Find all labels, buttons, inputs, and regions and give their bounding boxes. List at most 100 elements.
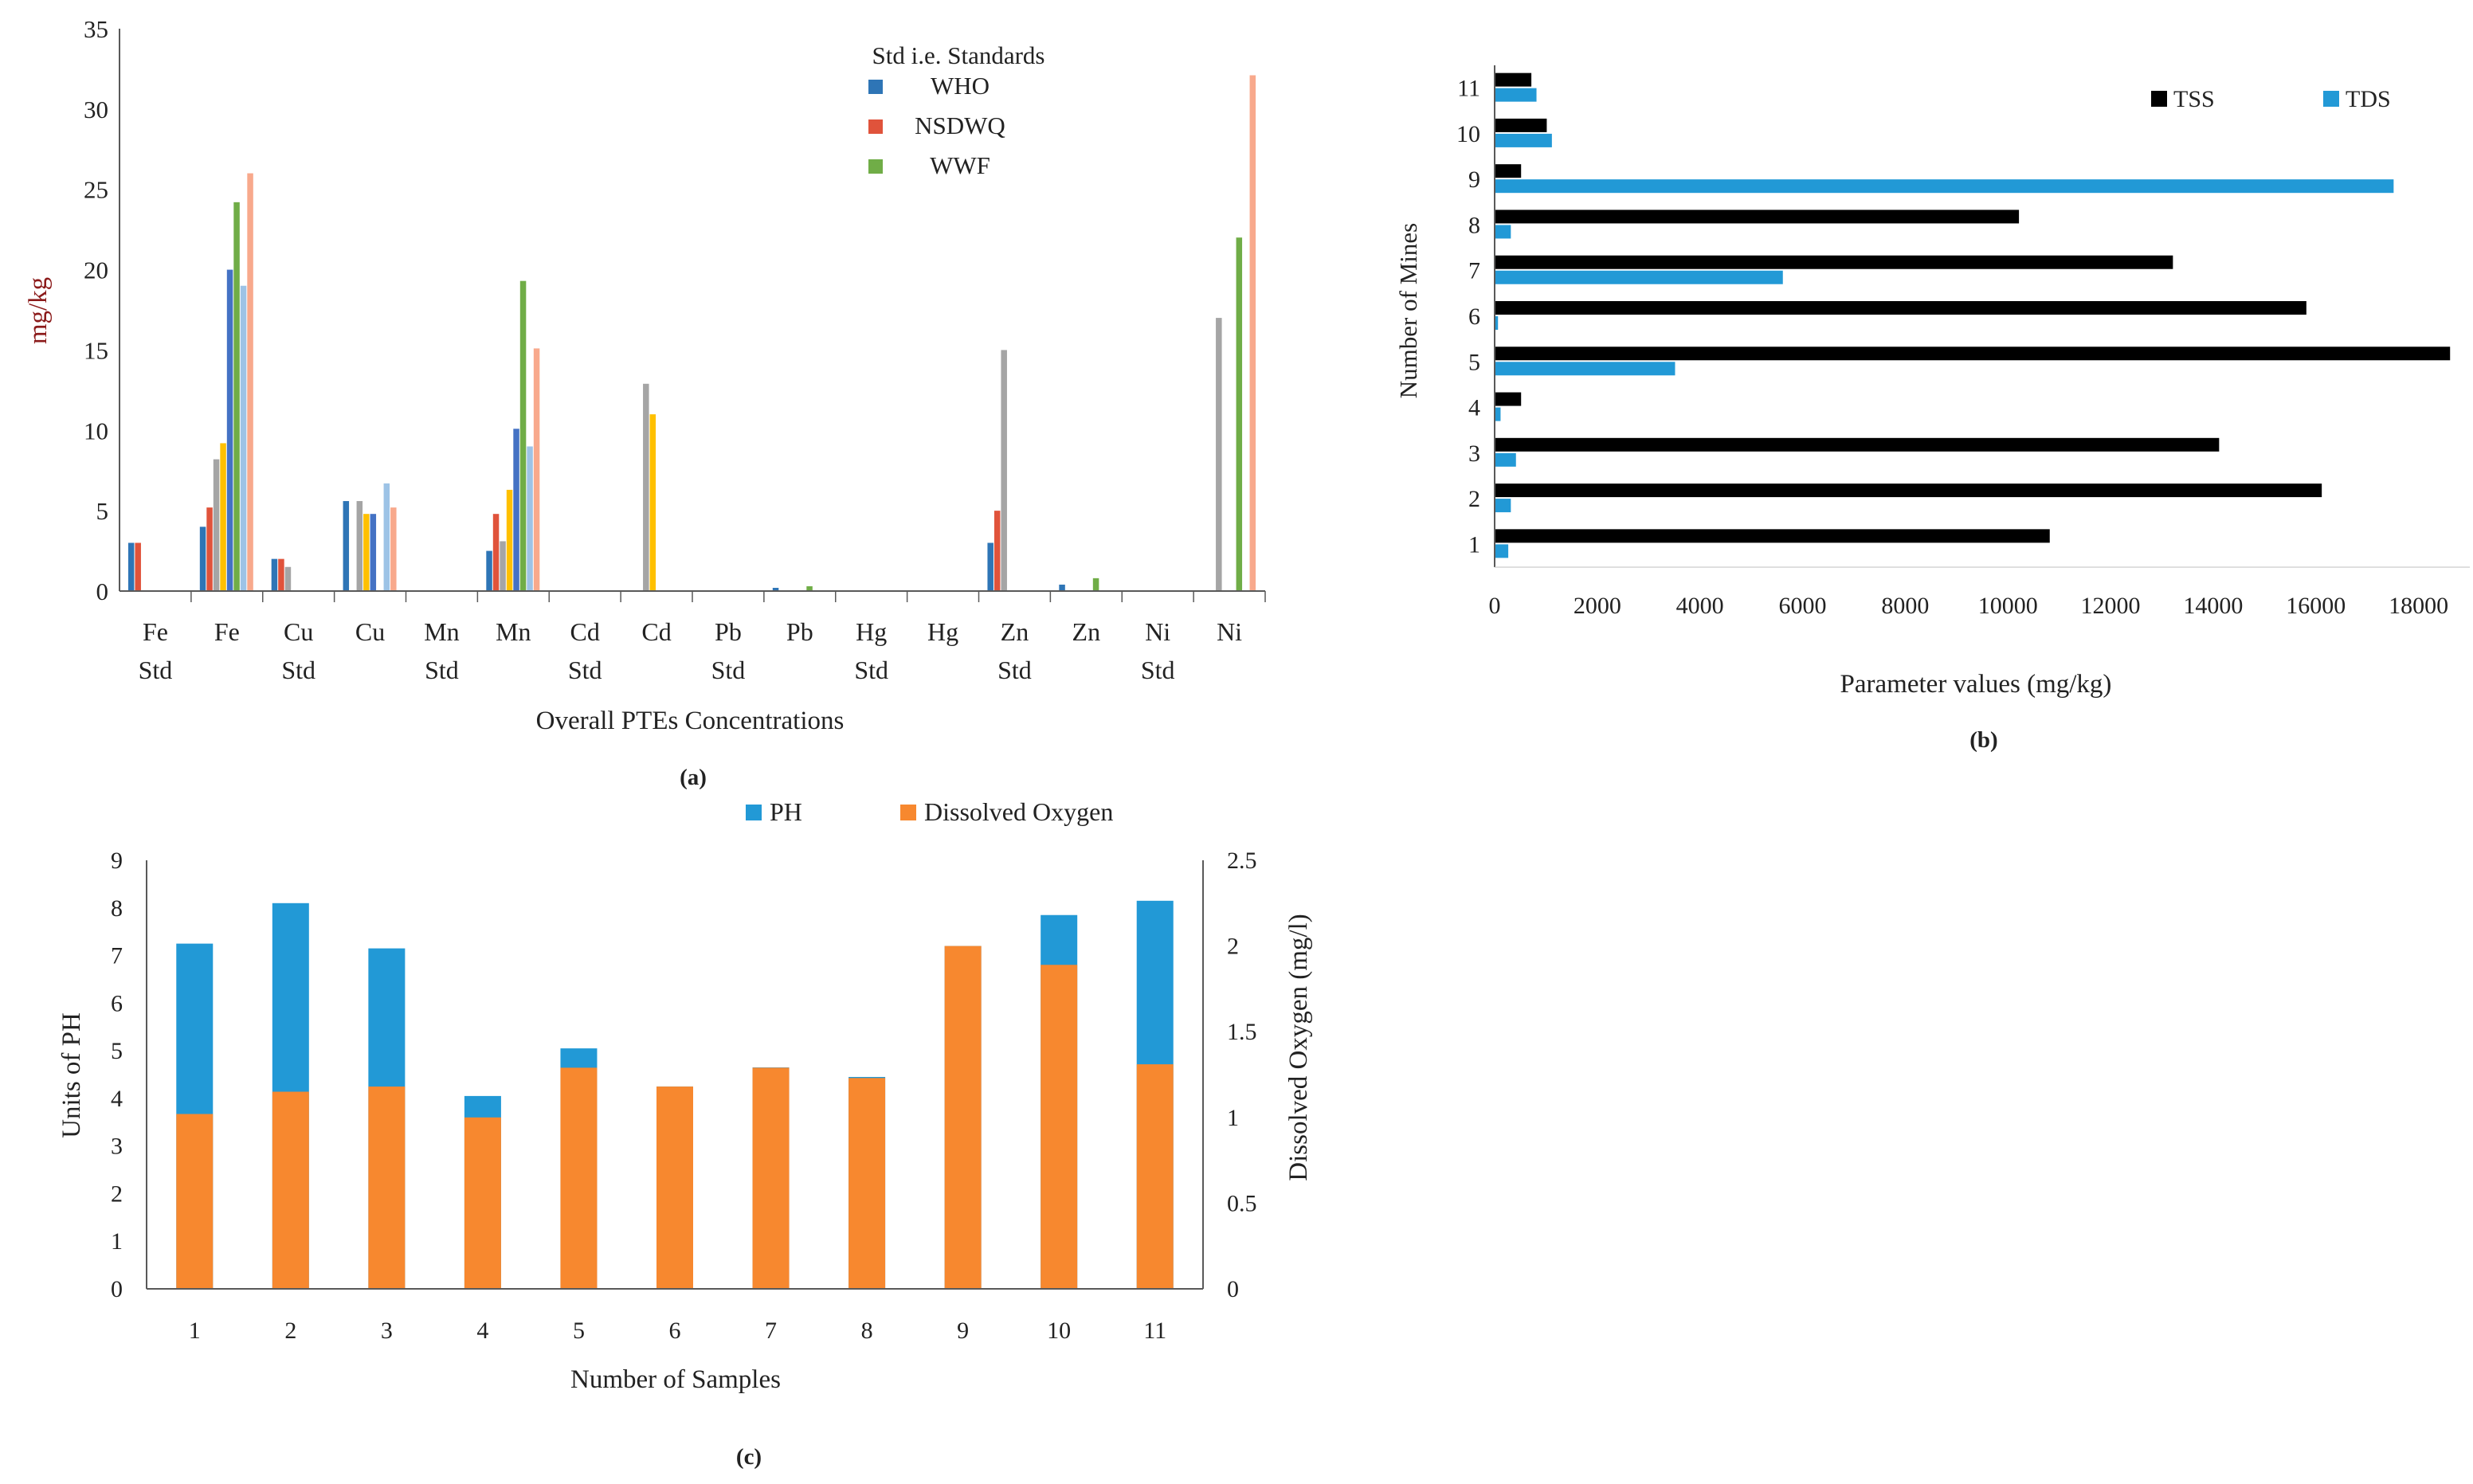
panel-a-xtick-sublabel: Std [711, 656, 746, 684]
panel-a-bar [806, 585, 813, 591]
panel-a-xtick-label: Hg [856, 617, 887, 646]
panel-b-xtick-label: 2000 [1574, 593, 1621, 619]
panel-a-bar [383, 483, 390, 591]
panel-a-bar [987, 542, 994, 591]
panel-a-bar [363, 514, 370, 591]
panel-c-left-tick-labels: 0 1 2 3 4 5 6 7 8 9 [111, 848, 123, 1302]
panel-a-bar [356, 501, 363, 591]
panel-a-xtick-sublabel: Std [281, 656, 315, 684]
panel-a-bar [271, 558, 278, 591]
panel-b-xtick-labels: 0 2000 4000 6000 8000 10000 12000 14000 16000 180… [1489, 593, 2449, 619]
panel-a-legend-title: Std i.e. Standards [872, 41, 1045, 69]
panel-a-bar [206, 507, 213, 591]
panel-c-y-axis-title: Units of PH [57, 1012, 86, 1138]
panel-c-right-tick-label: 2 [1227, 934, 1239, 960]
panel-c-legend: PH Dissolved Oxygen [746, 797, 1113, 826]
panel-c-right-tick-label: 1.5 [1227, 1019, 1257, 1045]
panel-a-bar [226, 269, 233, 591]
panel-a-bar [500, 541, 506, 591]
panel-c-xtick-label: 5 [573, 1318, 585, 1344]
panel-b-y-axis-title: Number of Mines [1394, 223, 1422, 398]
panel-a-bar [1216, 318, 1222, 591]
panel-a-bar [135, 542, 141, 591]
panel-a-xtick-label: Ni [1217, 617, 1242, 646]
panel-b-bar [1495, 529, 2050, 543]
panel-c-legend-swatch [900, 805, 916, 820]
panel-c-left-tick-label: 8 [111, 895, 123, 922]
panel-b-ytick-label: 11 [1457, 76, 1480, 102]
panel-b-ytick-label: 6 [1468, 303, 1480, 330]
panel-a-bar [213, 459, 220, 591]
panel-b-legend-swatch [2151, 91, 2167, 107]
panel-a-bar [649, 414, 656, 591]
panel-a-x-axis-title: Overall PTEs Concentrations [536, 707, 845, 735]
panel-b-xtick-label: 8000 [1881, 593, 1929, 619]
panel-a-xtick-label: Fe [143, 617, 168, 646]
panel-c-right-tick-label: 0 [1227, 1276, 1239, 1302]
panel-c-legend-swatch [746, 805, 762, 820]
panel-c-left-tick-label: 9 [111, 848, 123, 874]
panel-c-oxygen-bar [368, 1087, 406, 1289]
panel-c-oxygen-bar [176, 1114, 214, 1289]
panel-b-xtick-label: 14000 [2183, 593, 2243, 619]
panel-a-bars [127, 75, 1256, 592]
panel-c-x-axis-title: Number of Samples [570, 1365, 781, 1394]
panel-b-bar [1495, 270, 1783, 284]
panel-b-bar [1495, 499, 1511, 513]
panel-c-xtick-label: 11 [1143, 1318, 1166, 1344]
panel-a-bar [233, 202, 240, 591]
panel-a-ytick-label: 15 [84, 336, 108, 364]
panel-b-bar [1495, 362, 1675, 376]
panel-c-oxygen-bar [1041, 965, 1078, 1289]
panel-c-oxygen-bar [560, 1067, 598, 1289]
panel-a-bar [1236, 237, 1243, 591]
panel-a-bar [1249, 75, 1256, 592]
panel-b-bar [1495, 133, 1552, 147]
panel-a-bar [343, 501, 350, 591]
panel-b-ytick-label: 2 [1468, 486, 1480, 512]
panel-a-bar [1001, 350, 1007, 591]
panel-a-bar [284, 566, 292, 591]
panel-b-ytick-label: 3 [1468, 441, 1480, 467]
panel-a-ytick-label: 35 [84, 15, 108, 43]
panel-a-xtick-label: Pb [715, 617, 742, 646]
panel-c-left-tick-label: 6 [111, 990, 123, 1016]
panel-b-xtick-label: 4000 [1676, 593, 1724, 619]
panel-b-ytick-label: 7 [1468, 258, 1480, 284]
panel-b-bar [1495, 544, 1509, 558]
panel-c-xtick-label: 4 [476, 1318, 488, 1344]
panel-c-left-tick-label: 4 [111, 1086, 123, 1112]
panel-c-legend-label: Dissolved Oxygen [924, 797, 1113, 826]
panel-b: 1 2 3 4 5 6 7 8 9 10 11 0 2000 4000 6000 8000 10000 1200… [1394, 65, 2470, 753]
panel-b-bar [1495, 255, 2173, 269]
panel-b-bar [1495, 452, 1516, 467]
panel-a-xtick-sublabel: Std [425, 656, 459, 684]
panel-a-legend-swatch [868, 80, 883, 94]
panel-a-xtick-sublabel: Std [997, 656, 1032, 684]
panel-a-bar [1092, 578, 1099, 591]
panel-b-bar [1495, 484, 2322, 498]
panel-b-bar [1495, 407, 1501, 421]
panel-b-bar [1495, 301, 2306, 315]
panel-c-y2-axis-title: Dissolved Oxygen (mg/l) [1284, 914, 1313, 1181]
panel-c-legend-label: PH [770, 797, 802, 826]
panel-a-bar [278, 558, 284, 591]
panel-a-bar [199, 527, 206, 591]
panel-b-ytick-label: 10 [1456, 121, 1480, 147]
panel-a-xtick-label: Mn [496, 617, 531, 646]
panel-a: 0 5 10 15 20 25 30 35 Fe Std Fe Cu Std Cu Mn Std Mn Cd St… [24, 15, 1266, 790]
panel-c-bars [176, 900, 1174, 1289]
panel-c-left-tick-label: 0 [111, 1276, 123, 1302]
panel-a-y-axis-title: mg/kg [24, 277, 53, 344]
panel-c-xtick-label: 8 [861, 1318, 873, 1344]
panel-a-legend-swatch [868, 159, 883, 174]
panel-b-bar [1495, 179, 2394, 194]
panel-b-bar [1495, 316, 1499, 330]
panel-b-bar [1495, 209, 2020, 224]
panel-a-bar [533, 348, 540, 591]
panel-a-bar [370, 514, 377, 591]
panel-a-bar [513, 429, 519, 591]
panel-c-oxygen-bar [1136, 1064, 1174, 1289]
panel-b-bar [1495, 225, 1511, 239]
panel-a-bar [390, 507, 397, 591]
